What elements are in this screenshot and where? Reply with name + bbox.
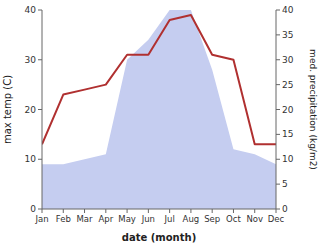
x-tick: [63, 209, 64, 213]
y2-tick: [276, 10, 280, 11]
x-tick: [169, 209, 170, 213]
y-tick: [38, 10, 42, 11]
y2-tick-label: 30: [282, 55, 294, 65]
x-tick-label: Jul: [164, 214, 175, 224]
x-tick: [127, 209, 128, 213]
y2-tick-label: 15: [282, 129, 293, 139]
x-tick-label: Sep: [204, 214, 220, 224]
y2-tick: [276, 34, 280, 35]
y2-tick-label: 5: [282, 179, 288, 189]
y2-tick: [276, 84, 280, 85]
y-tick: [38, 209, 42, 210]
y2-tick-label: 20: [282, 105, 294, 115]
y2-tick-label: 40: [282, 5, 294, 15]
x-tick: [84, 209, 85, 213]
y-axis-label: max temp (C): [2, 75, 13, 144]
y2-tick: [276, 184, 280, 185]
x-tick-label: Oct: [226, 214, 241, 224]
y-tick-label: 10: [25, 154, 37, 164]
y-tick: [38, 59, 42, 60]
x-tick: [42, 209, 43, 213]
y2-tick: [276, 59, 280, 60]
x-tick: [212, 209, 213, 213]
y2-tick-label: 25: [282, 80, 293, 90]
x-axis-label: date (month): [122, 232, 196, 243]
y-tick-label: 0: [30, 204, 36, 214]
x-tick-label: Nov: [246, 214, 263, 224]
x-tick: [233, 209, 234, 213]
plot-area: [42, 10, 276, 209]
x-tick: [190, 209, 191, 213]
y-tick-label: 40: [25, 5, 37, 15]
x-tick: [105, 209, 106, 213]
y-tick: [38, 159, 42, 160]
y2-axis-label: med. precipitation (kg/m2): [308, 49, 318, 170]
x-tick-label: May: [118, 214, 136, 224]
x-tick-label: Apr: [98, 214, 113, 224]
x-tick: [148, 209, 149, 213]
y2-tick: [276, 159, 280, 160]
y2-tick-label: 0: [282, 204, 288, 214]
y2-tick: [276, 134, 280, 135]
y2-tick: [276, 209, 280, 210]
x-tick: [254, 209, 255, 213]
y2-tick-label: 10: [282, 154, 294, 164]
x-tick-label: Mar: [77, 214, 94, 224]
y-tick: [38, 109, 42, 110]
x-tick-label: Jan: [34, 214, 48, 224]
x-axis-line: [42, 209, 276, 210]
y2-tick: [276, 109, 280, 110]
precipitation-area: [42, 10, 276, 209]
x-tick-label: Dec: [268, 214, 285, 224]
temperature-line: [42, 15, 276, 144]
chart: 0 10 20 30 40 0 5 10 15 20 25 30 35 40 Jan Feb Mar Apr May…: [0, 0, 318, 247]
x-tick: [276, 209, 277, 213]
x-tick-label: Jun: [141, 214, 155, 224]
y-tick-label: 20: [25, 105, 37, 115]
x-tick-label: Feb: [56, 214, 71, 224]
y-tick-label: 30: [25, 55, 37, 65]
x-tick-label: Aug: [183, 214, 200, 224]
y2-tick-label: 35: [282, 30, 293, 40]
